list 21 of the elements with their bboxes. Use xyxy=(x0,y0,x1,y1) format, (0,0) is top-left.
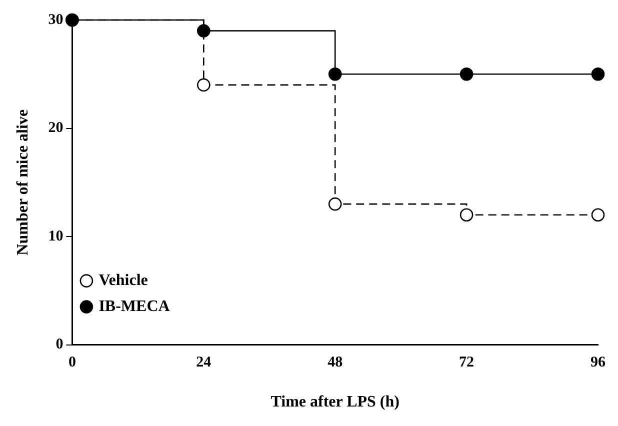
y-tick-label: 0 xyxy=(56,336,64,353)
legend-label: Vehicle xyxy=(98,272,148,289)
x-tick-label: 48 xyxy=(328,354,343,371)
y-tick-label: 10 xyxy=(48,228,64,244)
point xyxy=(328,197,342,211)
point xyxy=(460,67,474,81)
point xyxy=(197,24,210,38)
x-tick-label: 24 xyxy=(196,354,212,371)
x-tick-label: 96 xyxy=(590,354,606,371)
y-tick-label: 20 xyxy=(48,120,64,136)
point xyxy=(591,67,605,81)
x-axis-title: Time after LPS (h) xyxy=(270,394,400,411)
point xyxy=(328,67,342,81)
x-tick-label: 0 xyxy=(68,354,76,371)
legend-label: IB-MECA xyxy=(98,298,170,315)
point xyxy=(197,78,210,92)
point xyxy=(591,208,605,222)
y-tick-label: 30 xyxy=(48,12,64,28)
x-tick-label: 72 xyxy=(459,354,474,371)
point xyxy=(460,208,474,222)
y-axis-title: Number of mice alive xyxy=(14,109,32,256)
